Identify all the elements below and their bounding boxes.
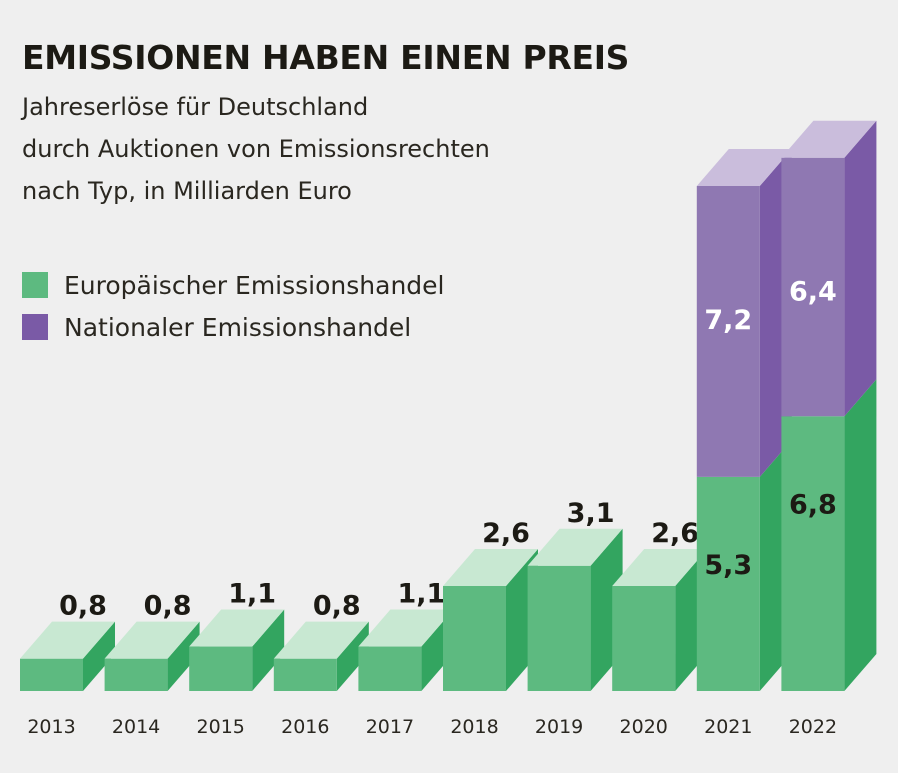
bar-top-2021 (696, 149, 792, 186)
bar-eu-2017 (358, 646, 422, 691)
bar-eu-2013 (20, 658, 83, 691)
bar-national-2021 (696, 186, 760, 477)
bar-top-2017 (358, 609, 454, 647)
bar-top-2016 (273, 621, 369, 659)
bar-side-eu-2013 (83, 621, 115, 691)
legend-item-eu: Europäischer Emissionshandel (22, 264, 444, 306)
bar-top-2018 (443, 548, 538, 586)
bar-eu-2020 (612, 585, 676, 691)
chart-subtitle: Jahreserlöse für Deutschland durch Aukti… (22, 86, 490, 212)
legend-swatch-national (22, 314, 48, 340)
bar-top-2015 (189, 609, 285, 647)
bar-eu-2019 (527, 565, 591, 691)
x-tick-label-2021: 2021 (704, 716, 752, 738)
x-tick-label-2019: 2019 (535, 716, 583, 738)
bar-side-eu-2014 (167, 621, 200, 691)
subtitle-line-1: Jahreserlöse für Deutschland (22, 93, 369, 121)
x-tick-label-2014: 2014 (112, 716, 160, 738)
bar-top-2019 (527, 528, 623, 566)
value-label-eu-2018: 2,6 (482, 518, 530, 549)
legend-label-national: Nationaler Emissionshandel (64, 312, 412, 342)
bar-top-2022 (781, 120, 877, 158)
bar-side-eu-2016 (336, 621, 369, 691)
value-label-eu-2020: 2,6 (651, 518, 699, 549)
bar-eu-2015 (189, 646, 253, 691)
x-tick-label-2018: 2018 (450, 716, 498, 738)
value-label-eu-2015: 1,1 (228, 579, 276, 610)
value-label-national-2021: 7,2 (704, 305, 752, 336)
bar-top-2014 (104, 621, 200, 659)
value-label-eu-2017: 1,1 (397, 579, 445, 610)
value-label-eu-2016: 0,8 (313, 591, 361, 622)
x-tick-label-2022: 2022 (789, 716, 837, 738)
bar-side-eu-2015 (252, 609, 285, 691)
value-label-eu-2014: 0,8 (144, 591, 192, 622)
value-label-eu-2013: 0,8 (59, 591, 107, 622)
legend: Europäischer Emissionshandel Nationaler … (22, 264, 444, 348)
bar-eu-2021 (696, 476, 760, 691)
x-tick-label-2016: 2016 (281, 716, 329, 738)
bar-eu-2018 (443, 585, 506, 691)
x-tick-label-2020: 2020 (620, 716, 668, 738)
bar-eu-2014 (104, 658, 168, 691)
x-tick-label-2017: 2017 (366, 716, 414, 738)
bar-eu-2016 (273, 658, 337, 691)
bar-top-2020 (612, 548, 708, 586)
x-tick-label-2013: 2013 (27, 716, 75, 738)
subtitle-line-3: nach Typ, in Milliarden Euro (22, 177, 352, 205)
bar-national-2022 (781, 157, 845, 417)
legend-swatch-eu (22, 272, 48, 298)
bar-top-2013 (20, 621, 115, 659)
value-label-national-2022: 6,4 (789, 277, 837, 308)
subtitle-line-2: durch Auktionen von Emissionsrechten (22, 135, 490, 163)
bar-eu-2022 (781, 416, 845, 691)
value-label-eu-2019: 3,1 (567, 498, 615, 529)
legend-label-eu: Europäischer Emissionshandel (64, 270, 445, 300)
legend-item-national: Nationaler Emissionshandel (22, 306, 444, 348)
chart-title: EMISSIONEN HABEN EINEN PREIS (22, 38, 630, 77)
bar-side-eu-2022 (844, 379, 877, 691)
value-label-eu-2021: 5,3 (704, 550, 752, 581)
bar-side-national-2022 (844, 120, 877, 417)
x-tick-label-2015: 2015 (197, 716, 245, 738)
value-label-eu-2022: 6,8 (789, 489, 837, 520)
